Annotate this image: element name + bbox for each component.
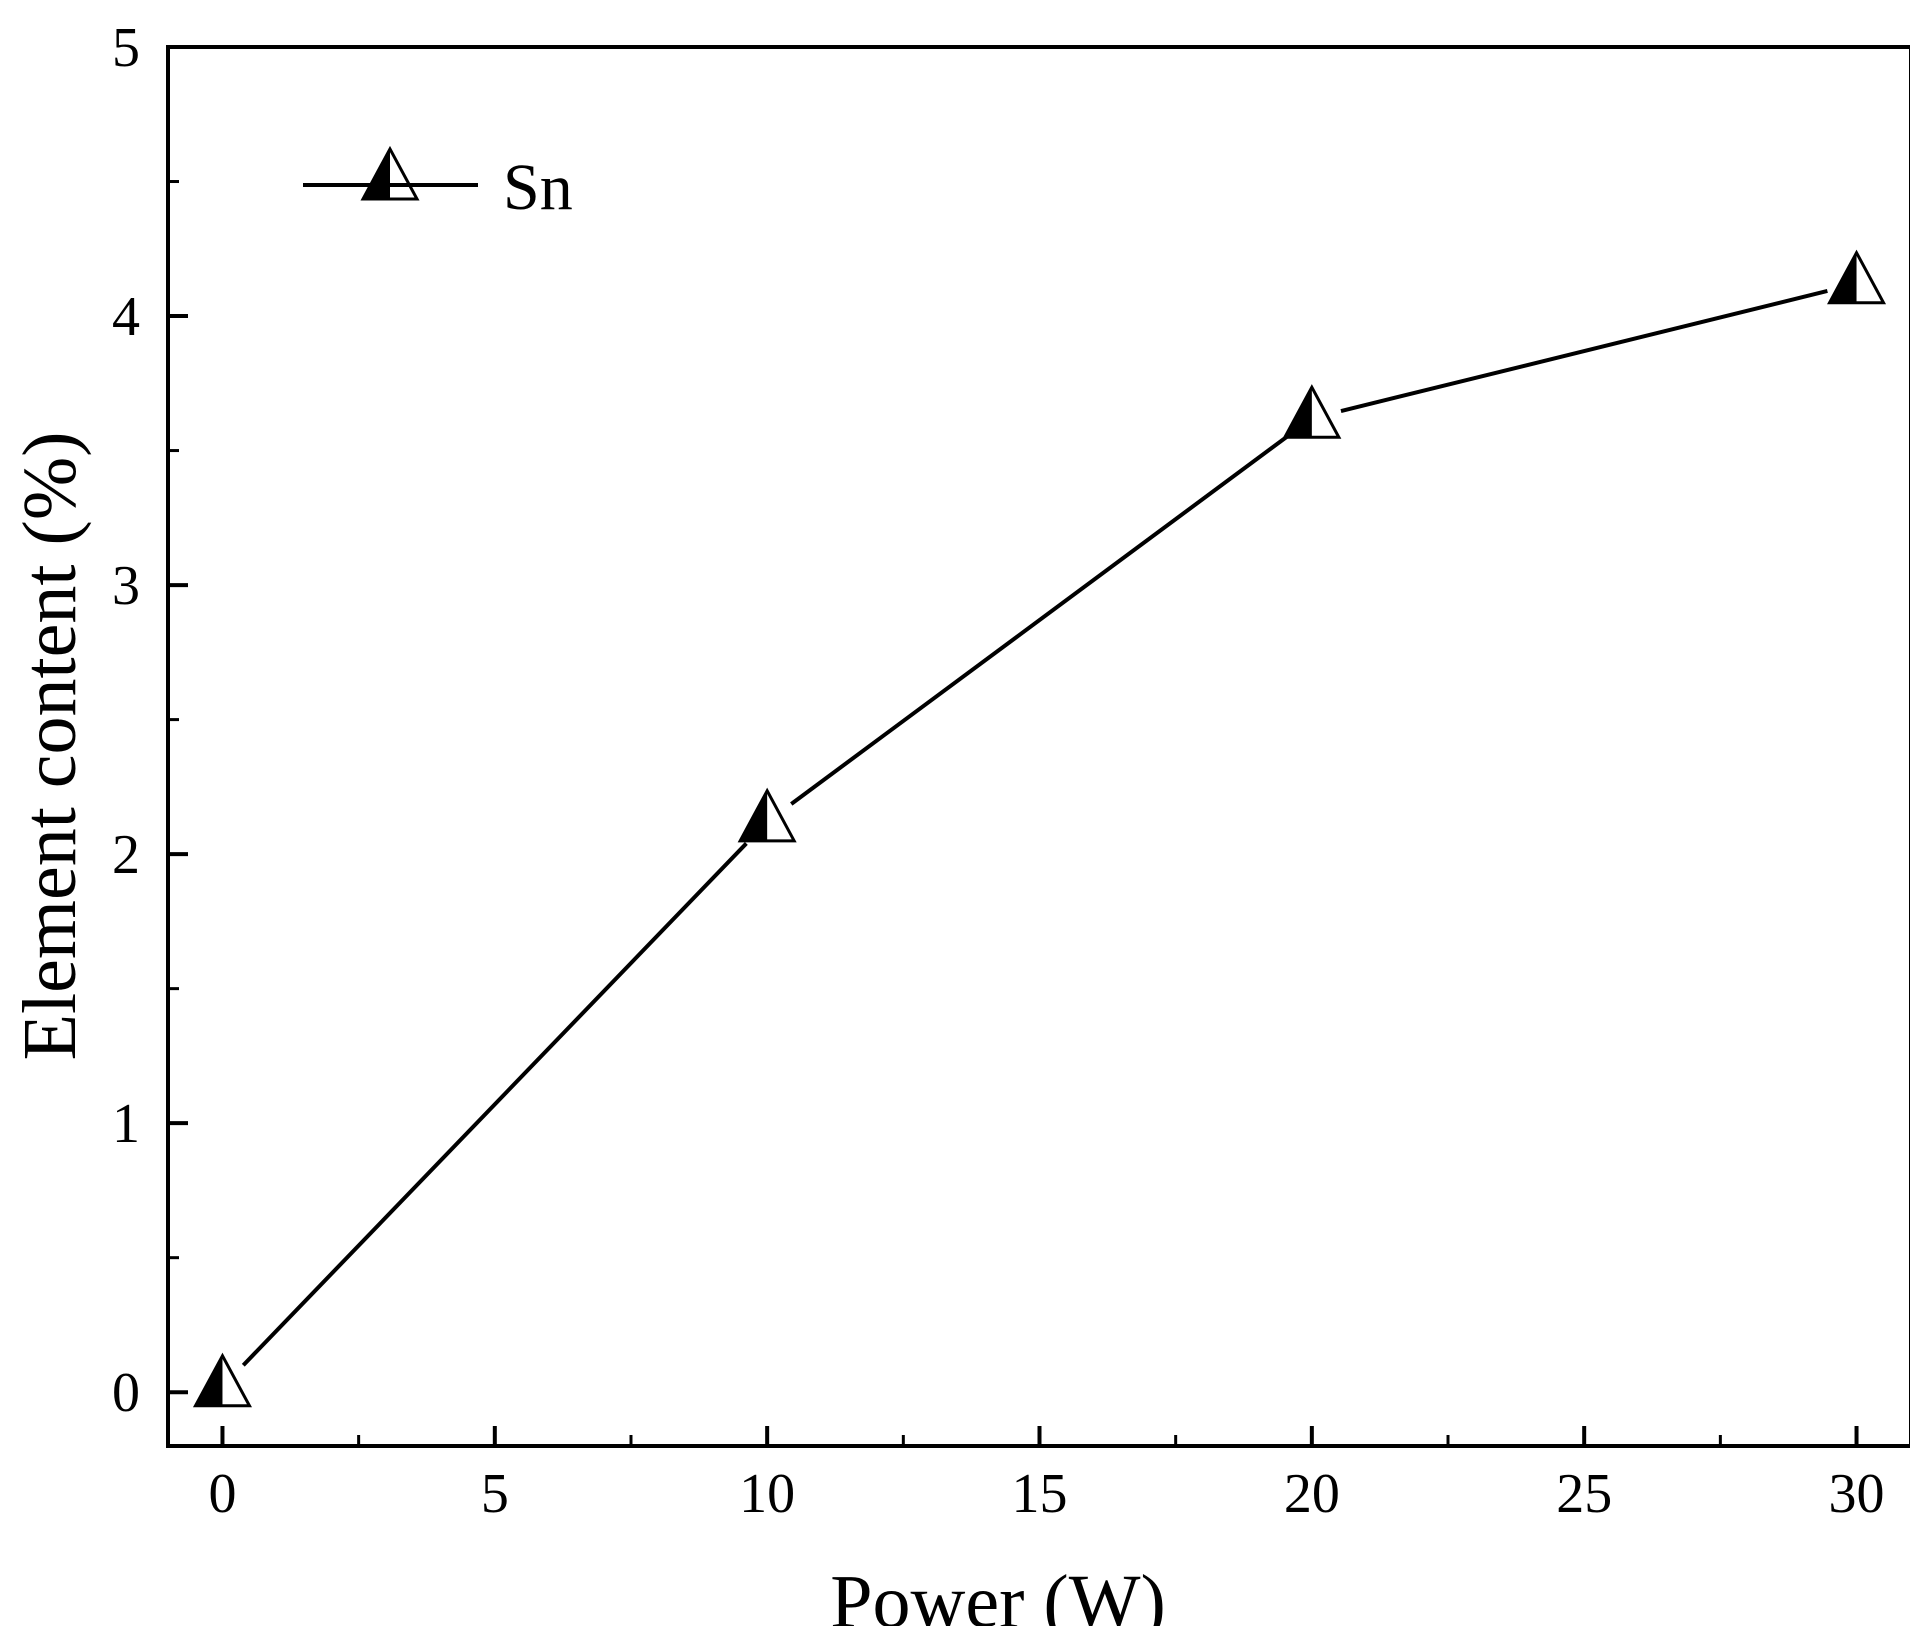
data-point-0-outline: [192, 1352, 252, 1408]
data-point-30: [1827, 249, 1887, 305]
data-point-20: [1282, 384, 1342, 439]
x-tick-label-20: 20: [1284, 1463, 1340, 1525]
x-tick-label-5: 5: [481, 1463, 509, 1525]
x-tick-label-30: 30: [1829, 1463, 1885, 1525]
x-axis-ticks: 0 5 10 15 20 25 30: [208, 1426, 1885, 1525]
series-layer: [192, 249, 1887, 1408]
y-tick-label-3: 3: [112, 555, 140, 617]
plot-frame: [166, 45, 1910, 1448]
data-point-10-outline: [737, 787, 797, 843]
legend-marker-triangle: [360, 145, 420, 201]
legend-marker-triangle-outline: [360, 145, 420, 201]
y-tick-label-1: 1: [112, 1093, 140, 1155]
legend-label-sn: Sn: [503, 151, 573, 224]
data-point-20-outline: [1282, 384, 1342, 439]
y-tick-label-0: 0: [112, 1362, 140, 1424]
legend-marker: [360, 145, 420, 201]
y-axis-ticks: 0 1 2 3 4 5: [112, 17, 188, 1424]
series-segment: [790, 434, 1289, 806]
x-tick-label-10: 10: [739, 1463, 795, 1525]
y-tick-label-5: 5: [112, 17, 140, 79]
y-axis-title: Element content (%): [8, 432, 92, 1061]
series-segment: [1340, 289, 1828, 414]
legend: Sn: [303, 145, 573, 224]
x-tick-label-25: 25: [1556, 1463, 1612, 1525]
x-tick-label-15: 15: [1012, 1463, 1068, 1525]
y-tick-label-4: 4: [112, 286, 140, 348]
x-axis-title: Power (W): [830, 1560, 1166, 1626]
x-tick-label-0: 0: [208, 1463, 236, 1525]
data-point-30-outline: [1827, 249, 1887, 305]
series-segment: [241, 842, 748, 1367]
data-point-0: [192, 1352, 252, 1408]
data-point-10: [737, 787, 797, 843]
y-tick-label-2: 2: [112, 824, 140, 886]
